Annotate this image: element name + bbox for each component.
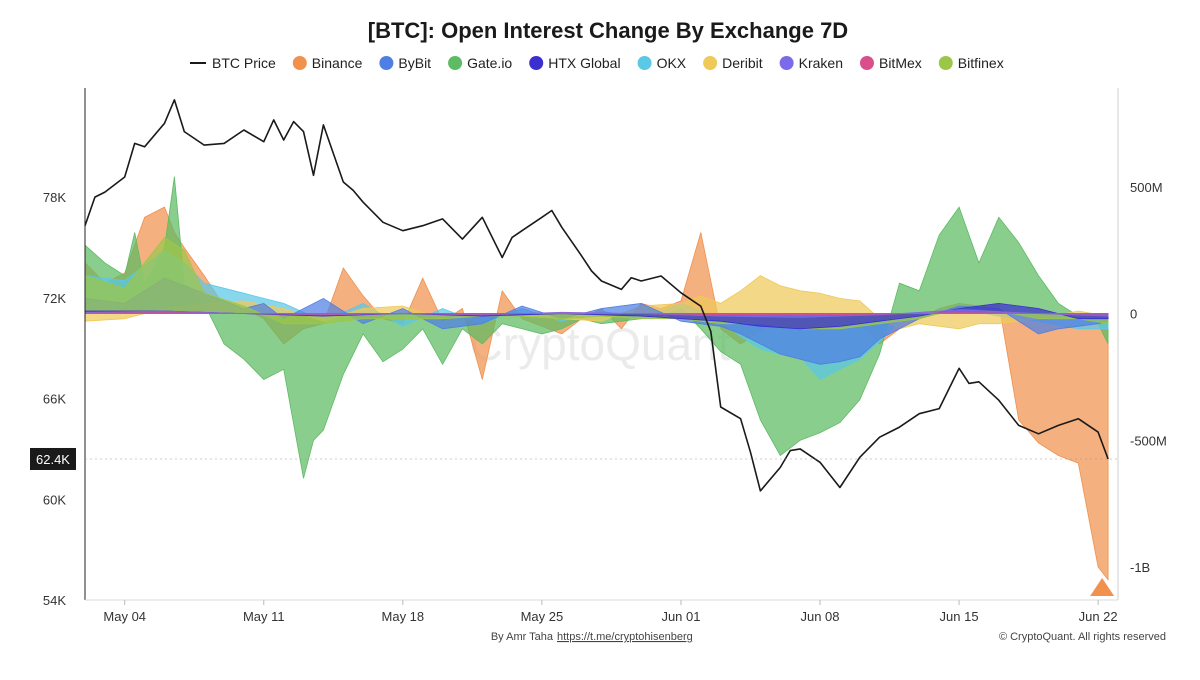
footer-link[interactable]: https://t.me/cryptohisenberg	[557, 631, 693, 643]
axes: 54K 60K 66K 72K 78K 500M 0 -500M -1B May 04 May 11…	[43, 88, 1167, 624]
y-left-tick: 60K	[43, 492, 66, 507]
area-bitmex[interactable]	[84, 312, 1109, 316]
line-btc-price[interactable]	[84, 99, 1109, 492]
legend-label-binance[interactable]: Binance	[312, 55, 363, 71]
legend-swatch-deribit	[703, 56, 718, 70]
legend-label-btc-price[interactable]: BTC Price	[212, 55, 276, 71]
last-value-marker	[1090, 578, 1115, 596]
x-tick: May 11	[243, 609, 285, 624]
x-tick: Jun 08	[800, 609, 839, 624]
legend-swatch-bitmex	[859, 56, 874, 70]
legend-label-deribit[interactable]: Deribit	[722, 55, 763, 71]
x-tick: Jun 15	[940, 609, 979, 624]
y-right-tick: -1B	[1130, 560, 1150, 575]
x-tick: May 04	[103, 609, 146, 624]
y-left-tick: 66K	[43, 392, 66, 407]
area-bybit[interactable]	[84, 277, 1109, 365]
current-price-label: 62.4K	[36, 452, 70, 467]
legend-label-gate-io[interactable]: Gate.io	[467, 55, 512, 71]
legend-swatch-htx-global	[529, 56, 544, 70]
y-left-tick: 78K	[43, 190, 66, 205]
y-right-tick: 500M	[1130, 180, 1163, 195]
x-tick: Jun 22	[1079, 609, 1118, 624]
y-left-tick: 72K	[43, 291, 66, 306]
x-tick: May 25	[521, 609, 564, 624]
y-right-tick: 0	[1130, 307, 1137, 322]
y-right-tick: -500M	[1130, 433, 1167, 448]
legend-label-kraken[interactable]: Kraken	[799, 55, 843, 71]
y-left-tick: 54K	[43, 593, 66, 608]
legend-label-bitmex[interactable]: BitMex	[879, 55, 922, 71]
footer: By Amr Taha https://t.me/cryptohisenberg…	[491, 631, 1166, 643]
x-tick: May 18	[382, 609, 425, 624]
current-price-badge: 62.4K	[30, 447, 76, 470]
legend-swatch-bybit	[379, 56, 394, 70]
legend-swatch-okx	[637, 56, 652, 70]
legend-swatch-kraken	[779, 56, 794, 70]
footer-copyright: © CryptoQuant. All rights reserved	[999, 631, 1166, 643]
current-price-badge-bg	[30, 447, 76, 470]
area-htx-global[interactable]	[84, 302, 1109, 330]
legend-label-bybit[interactable]: ByBit	[398, 55, 431, 71]
plot-area	[84, 99, 1109, 581]
chart-title: [BTC]: Open Interest Change By Exchange …	[368, 18, 848, 43]
footer-author: By Amr Taha	[491, 631, 554, 643]
legend-label-htx-global[interactable]: HTX Global	[548, 55, 620, 71]
legend-label-okx[interactable]: OKX	[657, 55, 687, 71]
legend-swatch-binance	[292, 56, 307, 70]
legend-swatch-gate-io	[448, 56, 463, 70]
legend-swatch-bitfinex	[938, 56, 953, 70]
legend: BTC Price Binance ByBit Gate.io HTX Global OK…	[190, 55, 1004, 71]
legend-label-bitfinex[interactable]: Bitfinex	[958, 55, 1004, 71]
x-tick: Jun 01	[661, 609, 700, 624]
